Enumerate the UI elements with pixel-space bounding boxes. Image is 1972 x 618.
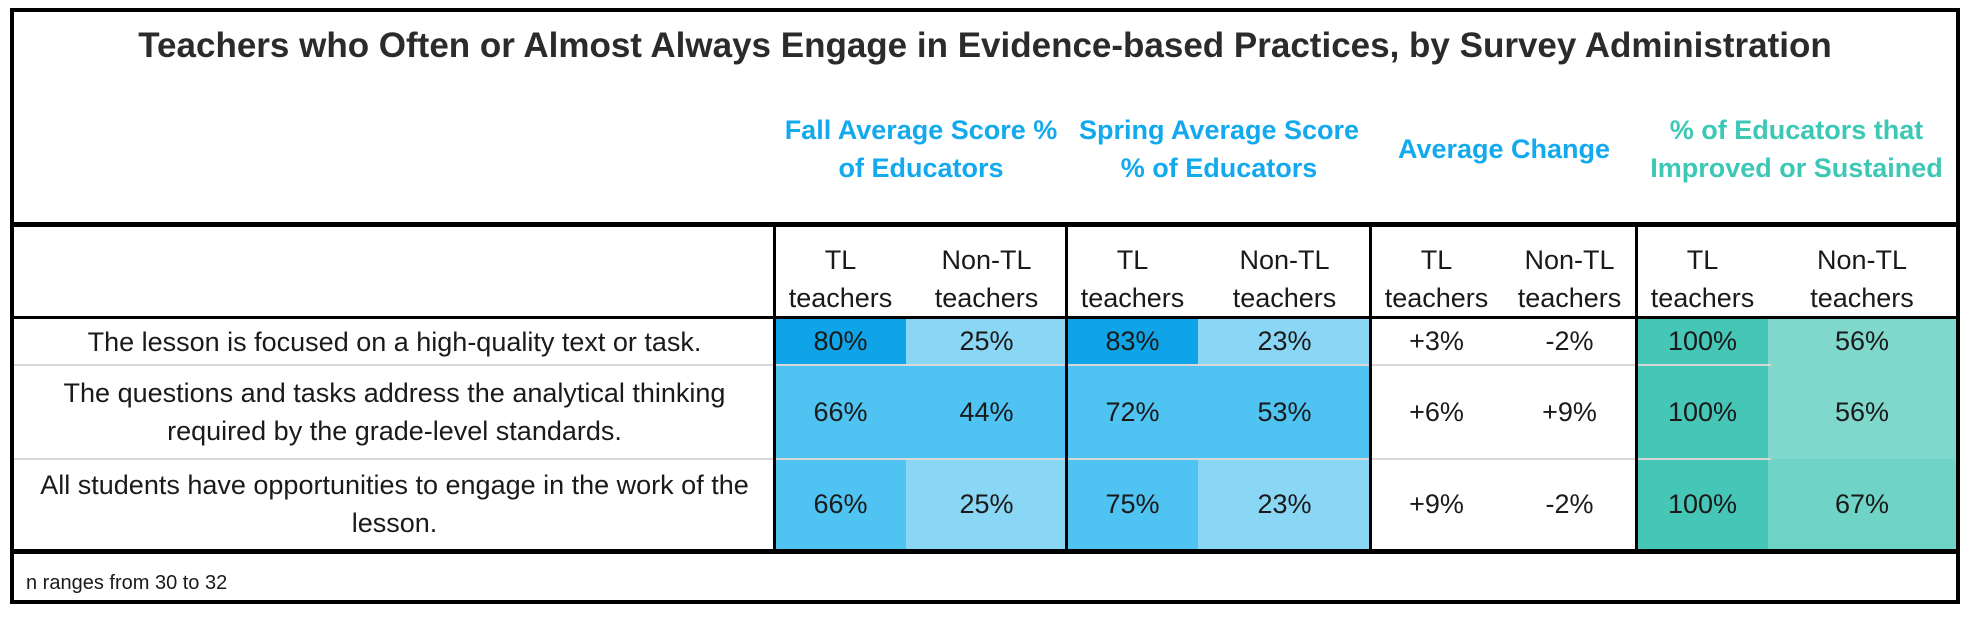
row-label: The lesson is focused on a high-quality …	[87, 326, 702, 357]
table-cell: 66%	[775, 365, 906, 459]
subheader-tl-teachers: TL teachers	[1384, 245, 1489, 313]
table-cell: 56%	[1768, 318, 1956, 365]
table-cell: +9%	[1371, 459, 1502, 549]
row-label: The questions and tasks address the anal…	[63, 378, 726, 446]
table-cell: -2%	[1502, 318, 1637, 365]
column-group-header: Average Change	[1397, 134, 1611, 164]
subheader-non-tl-teachers: Non-TL teachers	[1517, 245, 1622, 313]
table-cell: 100%	[1637, 459, 1768, 549]
chart-title: Teachers who Often or Almost Always Enga…	[138, 26, 1832, 65]
footnote: n ranges from 30 to 32	[26, 572, 228, 594]
table-cell: 25%	[906, 459, 1067, 549]
table-cell: +3%	[1371, 318, 1502, 365]
column-group-header: Fall Average Score % of Educators	[784, 115, 1058, 183]
table-cell: 80%	[775, 318, 906, 365]
table-cell: 83%	[1067, 318, 1198, 365]
group-divider	[1065, 227, 1068, 549]
table-cell: 56%	[1768, 365, 1956, 459]
table-frame: Teachers who Often or Almost Always Enga…	[10, 8, 1960, 604]
table-cell: 44%	[906, 365, 1067, 459]
subheader-rule	[14, 316, 1956, 319]
table-cell: 23%	[1198, 459, 1371, 549]
table-cell: 25%	[906, 318, 1067, 365]
group-divider	[1369, 227, 1372, 549]
subheader-non-tl-teachers: Non-TL teachers	[1232, 245, 1337, 313]
group-divider	[773, 227, 776, 549]
header-rule	[14, 222, 1956, 227]
column-group-header: % of Educators that Improved or Sustaine…	[1650, 115, 1943, 183]
table-cell: 72%	[1067, 365, 1198, 459]
subheader-tl-teachers: TL teachers	[1080, 245, 1185, 313]
subheader-non-tl-teachers: Non-TL teachers	[934, 245, 1039, 313]
row-label: All students have opportunities to engag…	[40, 470, 749, 538]
row-separator	[14, 364, 1771, 366]
table-cell: 100%	[1637, 318, 1768, 365]
group-divider	[1635, 227, 1638, 549]
column-group-header: Spring Average Score % of Educators	[1078, 115, 1360, 183]
table-cell: 23%	[1198, 318, 1371, 365]
subheader-non-tl-teachers: Non-TL teachers	[1810, 245, 1914, 313]
table-cell: 100%	[1637, 365, 1768, 459]
table-cell: 53%	[1198, 365, 1371, 459]
table-cell: 66%	[775, 459, 906, 549]
table-cell: +6%	[1371, 365, 1502, 459]
table-cell: 67%	[1768, 459, 1956, 549]
subheader-tl-teachers: TL teachers	[1650, 245, 1755, 313]
table-cell: -2%	[1502, 459, 1637, 549]
table-cell: +9%	[1502, 365, 1637, 459]
row-separator	[14, 458, 1771, 460]
table-cell: 75%	[1067, 459, 1198, 549]
body-bottom-rule	[14, 549, 1956, 554]
subheader-tl-teachers: TL teachers	[788, 245, 893, 313]
